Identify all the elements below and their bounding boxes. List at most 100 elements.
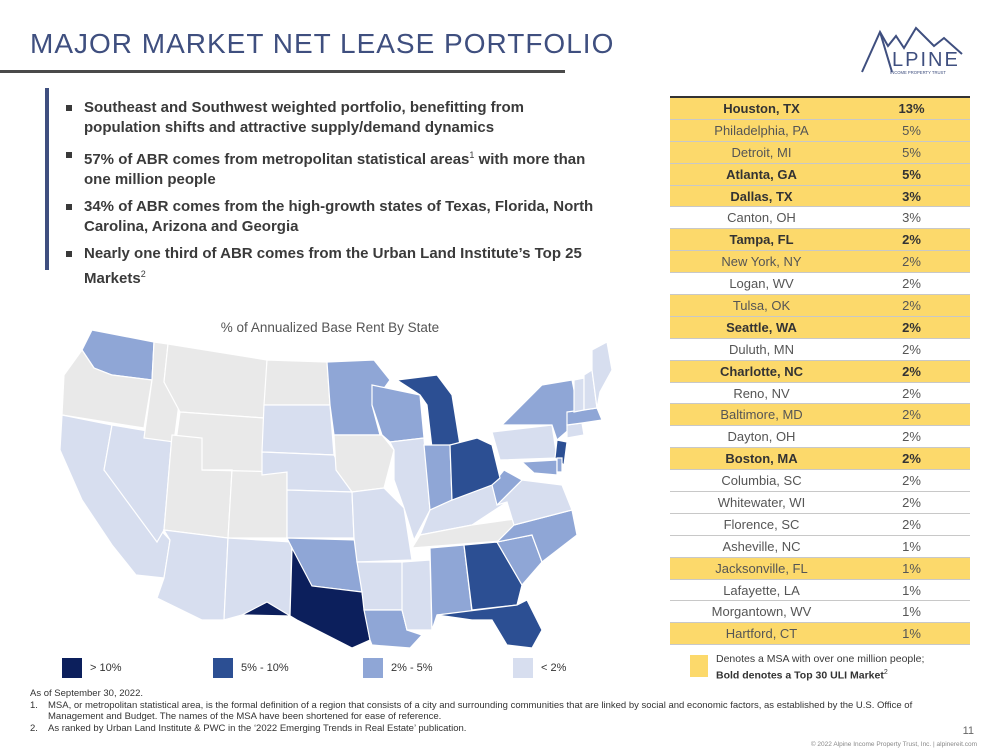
- msa-name: Florence, SC: [670, 513, 853, 536]
- bullets-accent-bar: [45, 88, 49, 270]
- msa-row: New York, NY 2%: [670, 250, 970, 274]
- footnote-1: 1. MSA, or metropolitan statistical area,…: [30, 700, 930, 723]
- legend-item-2-5: 2% - 5%: [363, 658, 433, 678]
- table-legend: Denotes a MSA with over one million peop…: [690, 653, 924, 683]
- msa-row: Columbia, SC 2%: [670, 469, 970, 493]
- msa-name: Dayton, OH: [670, 425, 853, 449]
- legend-swatch: [62, 658, 82, 678]
- msa-row: Tulsa, OK 2%: [670, 294, 970, 317]
- legend-label: < 2%: [541, 662, 567, 674]
- bullet-item: 34% of ABR comes from the high-growth st…: [64, 197, 594, 237]
- msa-name: Dallas, TX: [670, 185, 853, 208]
- msa-percent: 2%: [853, 513, 970, 536]
- msa-name: Boston, MA: [670, 447, 853, 471]
- bullet-list: Southeast and Southwest weighted portfol…: [64, 98, 594, 296]
- msa-percent: 1%: [853, 600, 970, 624]
- msa-row: Lafayette, LA 1%: [670, 579, 970, 602]
- bullet-text: Southeast and Southwest weighted portfol…: [84, 99, 524, 136]
- msa-name: Asheville, NC: [670, 535, 853, 558]
- state-md: [520, 459, 558, 476]
- footnote-ref: 2: [883, 669, 888, 676]
- legend-item-5-10: 5% - 10%: [213, 658, 289, 678]
- legend-swatch: [213, 658, 233, 678]
- msa-name: New York, NY: [670, 250, 853, 274]
- msa-percent: 2%: [853, 272, 970, 296]
- state-mt: [163, 343, 268, 419]
- bullet-square-icon: [66, 251, 72, 257]
- footnote-ref: 1: [469, 150, 475, 160]
- msa-name: Philadelphia, PA: [670, 119, 853, 142]
- msa-percent: 2%: [853, 338, 970, 361]
- state-de: [556, 457, 563, 473]
- msa-percent: 5%: [853, 119, 970, 142]
- footnotes: As of September 30, 2022. 1. MSA, or metr…: [30, 688, 930, 734]
- msa-name: Duluth, MN: [670, 338, 853, 361]
- msa-percent: 2%: [853, 447, 970, 471]
- legend-swatch: [513, 658, 533, 678]
- msa-row: Logan, WV 2%: [670, 272, 970, 296]
- msa-row: Atlanta, GA 5%: [670, 163, 970, 186]
- state-oh: [449, 437, 501, 501]
- msa-row: Whitewater, WI 2%: [670, 491, 970, 514]
- page-title: MAJOR MARKET NET LEASE PORTFOLIO: [30, 28, 615, 59]
- msa-row: Seattle, WA 2%: [670, 316, 970, 339]
- copyright: © 2022 Alpine Income Property Trust, Inc…: [810, 741, 977, 748]
- msa-name: Jacksonville, FL: [670, 557, 853, 580]
- msa-name: Atlanta, GA: [670, 163, 853, 186]
- bullet-item: 57% of ABR comes from metropolitan stati…: [64, 145, 594, 190]
- us-state-map: [59, 330, 612, 648]
- bullet-text: 34% of ABR comes from the high-growth st…: [84, 198, 594, 235]
- msa-name: Houston, TX: [670, 98, 853, 120]
- msa-percent: 1%: [853, 557, 970, 580]
- msa-percent: 5%: [853, 141, 970, 164]
- msa-percent: 2%: [853, 403, 970, 427]
- msa-row: Duluth, MN 2%: [670, 338, 970, 361]
- footnote-2: 2. As ranked by Urban Land Institute & PW…: [30, 723, 930, 735]
- legend-label: 5% - 10%: [241, 662, 289, 674]
- msa-name: Canton, OH: [670, 206, 853, 230]
- msa-row: Dayton, OH 2%: [670, 425, 970, 449]
- msa-row: Philadelphia, PA 5%: [670, 119, 970, 142]
- bullet-item: Nearly one third of ABR comes from the U…: [64, 244, 594, 289]
- bullet-square-icon: [66, 105, 72, 111]
- msa-name: Logan, WV: [670, 272, 853, 296]
- state-or: [61, 348, 153, 429]
- msa-percent: 2%: [853, 316, 970, 339]
- state-ms: [401, 559, 433, 631]
- msa-name: Charlotte, NC: [670, 360, 853, 383]
- msa-row: Reno, NV 2%: [670, 382, 970, 405]
- state-mn: [326, 359, 391, 436]
- msa-name: Columbia, SC: [670, 469, 853, 493]
- msa-percent: 2%: [853, 294, 970, 317]
- msa-name: Lafayette, LA: [670, 579, 853, 602]
- msa-name: Morgantown, WV: [670, 600, 853, 624]
- msa-row: Canton, OH 3%: [670, 206, 970, 230]
- footnote-text: MSA, or metropolitan statistical area, i…: [48, 699, 913, 723]
- table-top-rule: [670, 96, 970, 98]
- state-sd: [261, 404, 335, 456]
- msa-name: Reno, NV: [670, 382, 853, 405]
- msa-row: Jacksonville, FL 1%: [670, 557, 970, 580]
- msa-percent: 2%: [853, 360, 970, 383]
- msa-name: Hartford, CT: [670, 622, 853, 646]
- msa-percent: 2%: [853, 469, 970, 493]
- bullet-square-icon: [66, 204, 72, 210]
- footnote-text: As ranked by Urban Land Institute & PWC …: [48, 722, 467, 734]
- msa-row: Dallas, TX 3%: [670, 185, 970, 208]
- msa-percent: 3%: [853, 185, 970, 208]
- state-tx: [241, 545, 371, 648]
- bullet-text: Nearly one third of ABR comes from the U…: [84, 245, 582, 287]
- page-number: 11: [962, 725, 974, 737]
- msa-name: Detroit, MI: [670, 141, 853, 164]
- msa-name: Baltimore, MD: [670, 403, 853, 427]
- table-legend-line1: Denotes a MSA with over one million peop…: [716, 653, 925, 665]
- msa-percent: 1%: [853, 622, 970, 646]
- msa-percent: 13%: [853, 98, 970, 120]
- msa-percent: 5%: [853, 163, 970, 186]
- highlight-swatch: [690, 655, 708, 677]
- logo-text: LPINE: [892, 49, 960, 71]
- bullet-text-cont: with more than one million people: [84, 151, 586, 188]
- logo-subtext: INCOME PROPERTY TRUST: [890, 70, 946, 75]
- msa-row: Charlotte, NC 2%: [670, 360, 970, 383]
- state-mo: [351, 487, 413, 563]
